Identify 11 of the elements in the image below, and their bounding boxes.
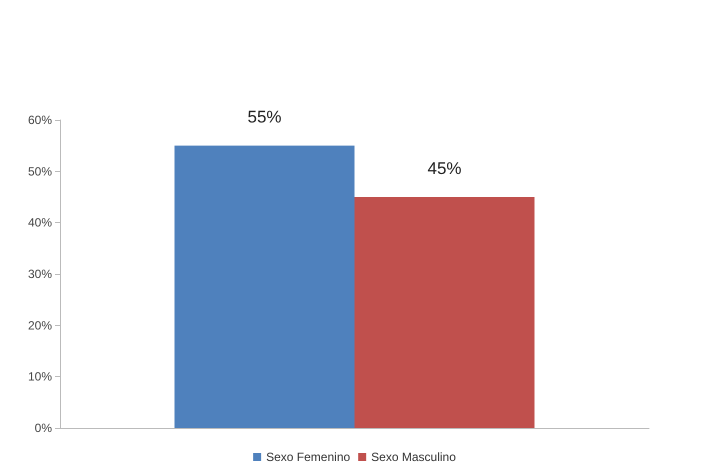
y-tick-label: 0% bbox=[34, 421, 52, 435]
data-label: 55% bbox=[247, 108, 282, 127]
y-tick-label: 60% bbox=[28, 113, 52, 127]
legend-label: Sexo Masculino bbox=[371, 450, 456, 464]
legend-label: Sexo Femenino bbox=[266, 450, 350, 464]
y-tick-label: 40% bbox=[28, 216, 52, 230]
y-tick-label: 50% bbox=[28, 164, 52, 178]
y-tick-label: 20% bbox=[28, 318, 52, 332]
y-tick-label: 10% bbox=[28, 370, 52, 384]
y-tick-label: 30% bbox=[28, 267, 52, 281]
data-label: 45% bbox=[427, 159, 462, 178]
